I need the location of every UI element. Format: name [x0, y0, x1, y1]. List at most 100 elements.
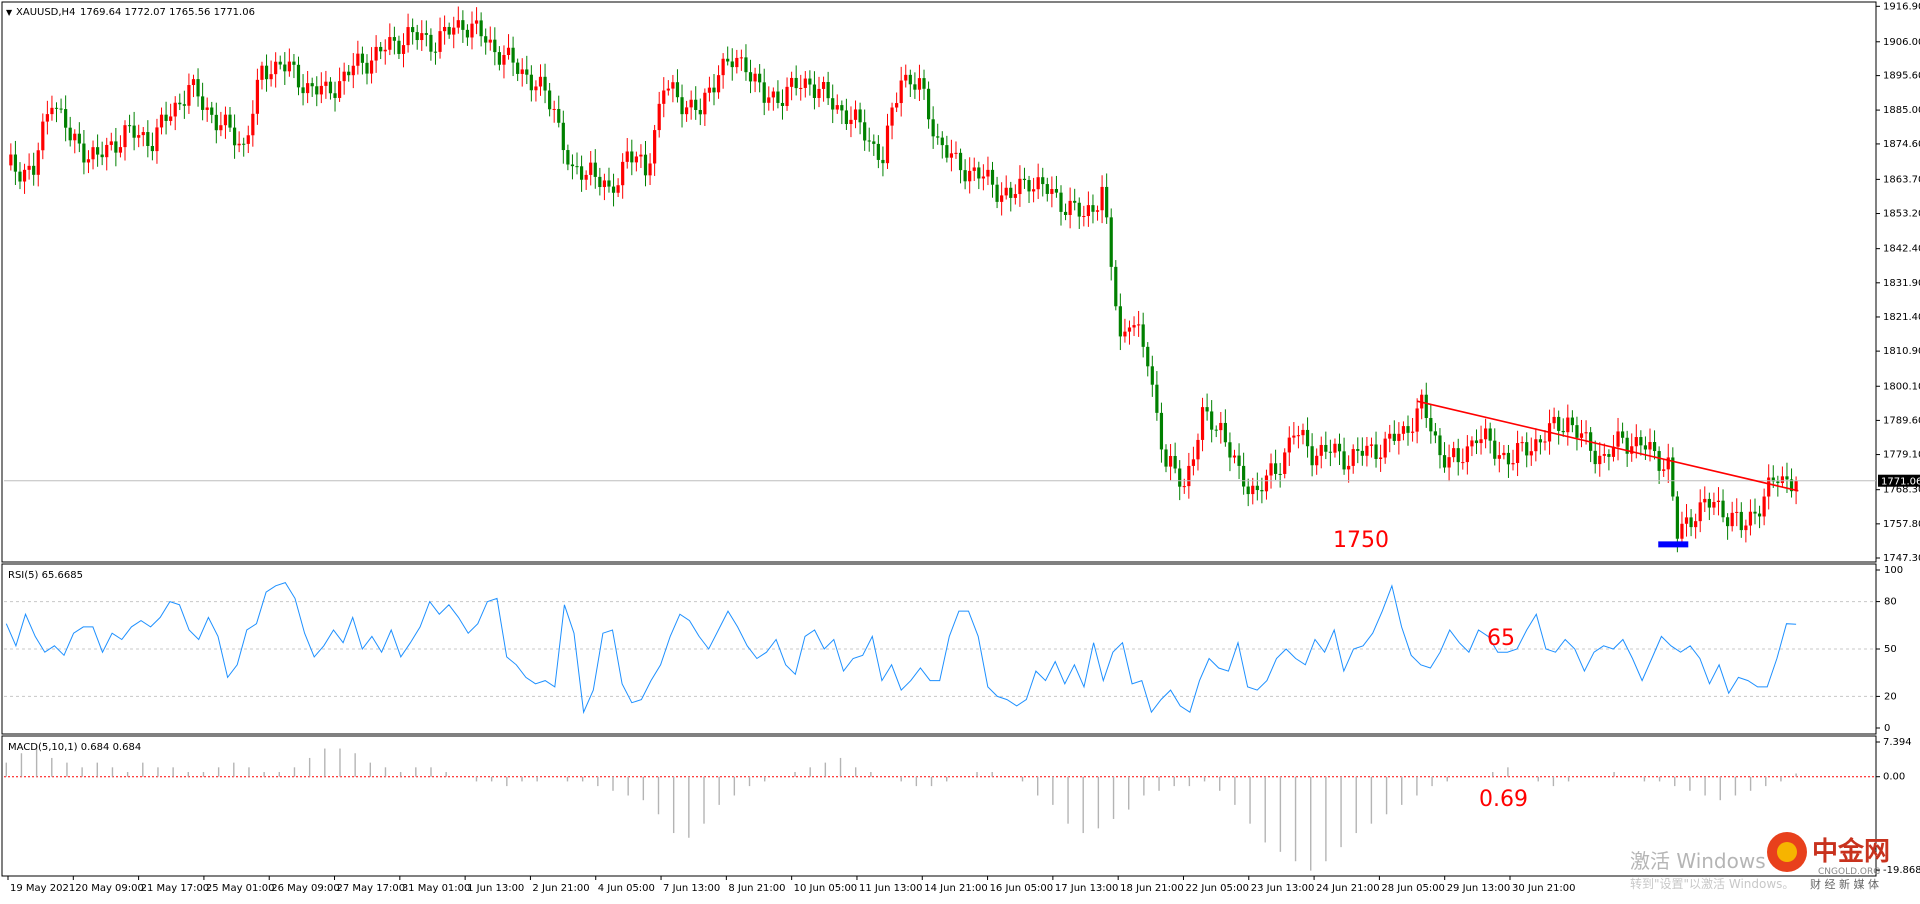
candle-body — [1639, 437, 1643, 446]
candle-body — [707, 87, 712, 93]
candle-body — [1301, 429, 1305, 436]
candle-body — [858, 109, 862, 123]
candle-body — [1557, 416, 1561, 431]
candle-body — [411, 27, 415, 33]
candle-body — [356, 53, 360, 66]
candle-body — [1319, 444, 1323, 456]
price-tick-label: 1768.30 — [1883, 485, 1920, 496]
price-panel-frame — [1, 1, 1877, 563]
candle-body — [712, 87, 716, 93]
candle-body — [54, 107, 59, 109]
time-tick-label: 23 Jun 13:00 — [1251, 883, 1315, 894]
candle-body — [995, 184, 999, 202]
candle-body — [1137, 324, 1141, 326]
candle-body — [881, 159, 885, 164]
candle-body — [1616, 431, 1620, 447]
candle-body — [1356, 449, 1360, 451]
candle-body — [1273, 463, 1278, 474]
candle-body — [1045, 184, 1049, 194]
candle-body — [452, 27, 456, 35]
candle-body — [1182, 486, 1186, 488]
candle-body — [502, 54, 506, 65]
candle-body — [799, 87, 803, 89]
candle-body — [936, 136, 940, 138]
candle-body — [1662, 469, 1666, 471]
candle-body — [470, 23, 474, 38]
candle-body — [1054, 188, 1059, 193]
candle-body — [1789, 479, 1794, 492]
candle-body — [922, 78, 926, 89]
dropdown-arrow-icon[interactable]: ▼ — [6, 8, 13, 17]
candle-body — [1401, 426, 1406, 434]
candle-body — [762, 82, 766, 103]
candle-body — [593, 162, 597, 177]
candle-body — [817, 88, 821, 98]
candle-body — [429, 34, 433, 52]
candle-body — [1744, 525, 1748, 531]
candle-body — [433, 51, 438, 53]
candle-body — [1255, 485, 1259, 491]
candle-body — [369, 60, 374, 74]
candle-body — [1068, 200, 1072, 215]
candle-body — [465, 29, 470, 38]
candle-body — [388, 37, 392, 50]
time-tick-label: 21 May 17:00 — [141, 883, 210, 894]
candle-body — [159, 114, 164, 128]
time-tick-label: 28 Jun 05:00 — [1381, 883, 1445, 894]
candle-body — [1461, 462, 1465, 464]
candle-body — [1703, 498, 1707, 503]
candle-body — [808, 78, 812, 85]
candle-body — [246, 135, 250, 144]
candle-body — [1365, 445, 1369, 456]
candle-body — [1374, 444, 1378, 459]
candle-body — [443, 26, 447, 32]
candle-body — [1328, 451, 1332, 453]
candle-body — [1232, 455, 1237, 458]
candle-body — [566, 150, 570, 165]
candle-body — [735, 57, 739, 68]
candle-body — [1721, 500, 1725, 518]
time-tick-label: 14 Jun 21:00 — [924, 883, 988, 894]
current-price-badge — [1878, 474, 1920, 487]
candle-body — [1392, 433, 1396, 441]
candle-body — [1643, 445, 1648, 450]
candle-body — [1442, 455, 1447, 468]
candle-body — [1100, 186, 1104, 211]
candle-body — [1739, 511, 1743, 531]
rsi-layer: 100 80 50 20 0 — [4, 565, 1903, 734]
logo-title: 中金网 — [1812, 836, 1890, 867]
candle-body — [1013, 194, 1017, 198]
candle-body — [1264, 475, 1269, 492]
candle-body — [1552, 416, 1556, 424]
candle-body — [1429, 418, 1433, 432]
price-tick-label: 1916.90 — [1883, 1, 1920, 12]
candle-body — [401, 45, 406, 54]
candle-body — [18, 171, 22, 182]
candle-body — [237, 143, 241, 146]
candle-body — [1712, 502, 1716, 508]
candle-body — [1529, 451, 1533, 456]
candle-body — [1456, 448, 1460, 463]
candle-body — [543, 76, 547, 91]
time-tick-label: 10 Jun 05:00 — [794, 883, 858, 894]
candle-body — [506, 47, 511, 55]
candle-body — [1776, 481, 1780, 484]
candle-body — [1716, 500, 1721, 503]
candle-body — [1141, 324, 1145, 347]
candle-body — [1146, 346, 1150, 367]
candle-body — [694, 99, 698, 110]
candle-body — [794, 77, 798, 89]
candle-body — [1155, 384, 1159, 413]
candle-body — [1369, 444, 1374, 446]
ohlc-readout: 1769.64 1772.07 1765.56 1771.06 — [80, 7, 255, 18]
symbol-label: XAUUSD,H4 — [16, 7, 75, 18]
time-tick-label: 11 Jun 13:00 — [859, 883, 923, 894]
candle-body — [616, 185, 620, 193]
candle-body — [917, 78, 922, 90]
time-tick-label: 31 May 01:00 — [402, 883, 471, 894]
resistance-trendline[interactable] — [1416, 400, 1799, 492]
candle-body — [1278, 473, 1282, 475]
candle-body — [625, 151, 629, 162]
